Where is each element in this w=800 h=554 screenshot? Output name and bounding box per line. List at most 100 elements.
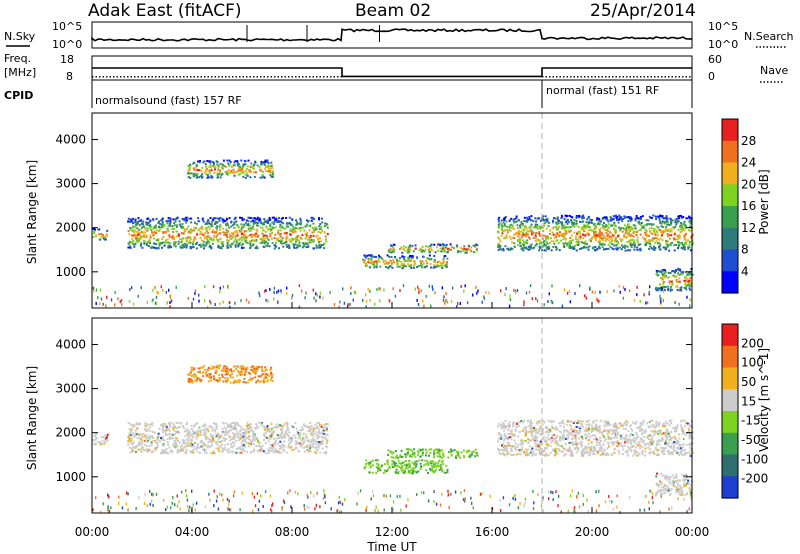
scatter-cell bbox=[583, 230, 586, 233]
scatter-cell bbox=[241, 432, 244, 435]
scatter-cell bbox=[218, 367, 221, 370]
scatter-cell bbox=[620, 244, 623, 247]
scatter-cell bbox=[419, 455, 422, 458]
scatter-cell bbox=[315, 244, 318, 247]
scatter-cell bbox=[198, 452, 201, 455]
scatter-cell bbox=[467, 244, 470, 247]
scatter-cell bbox=[661, 229, 664, 232]
scatter-cell bbox=[500, 223, 503, 226]
scatter-cell bbox=[196, 233, 199, 236]
scatter-cell bbox=[152, 430, 154, 433]
scatter-cell bbox=[247, 428, 250, 430]
scatter-cell bbox=[615, 441, 618, 444]
scatter-cell bbox=[362, 261, 365, 264]
scatter-cell bbox=[515, 220, 518, 223]
scatter-cell bbox=[240, 223, 243, 226]
scatter-cell bbox=[657, 242, 659, 245]
scatter-cell bbox=[588, 226, 591, 228]
scatter-cell bbox=[368, 261, 371, 264]
scatter-cell bbox=[266, 237, 269, 240]
scatter-cell bbox=[365, 459, 368, 462]
scatter-cell bbox=[421, 454, 424, 456]
scatter-cell bbox=[196, 169, 199, 172]
scatter-cell bbox=[198, 169, 201, 172]
scatter-cell bbox=[256, 222, 259, 224]
scatter-cell bbox=[394, 256, 396, 258]
scatter-cell bbox=[320, 440, 323, 443]
scatter-cell bbox=[413, 262, 416, 265]
scatter-cell bbox=[439, 449, 442, 452]
scatter-cell bbox=[242, 171, 245, 174]
scatter-cell bbox=[674, 221, 677, 224]
scatter-cell bbox=[235, 238, 238, 241]
ground-speckle bbox=[169, 305, 171, 309]
scatter-cell bbox=[202, 433, 205, 436]
scatter-cell bbox=[302, 428, 304, 431]
scatter-cell bbox=[684, 283, 687, 286]
ground-speckle bbox=[277, 300, 279, 304]
scatter-cell bbox=[424, 459, 427, 462]
scatter-cell bbox=[326, 427, 328, 430]
scatter-cell bbox=[656, 271, 659, 274]
scatter-cell bbox=[145, 223, 148, 226]
scatter-cell bbox=[198, 426, 201, 429]
scatter-cell bbox=[605, 229, 608, 231]
scatter-cell bbox=[601, 224, 604, 227]
scatter-cell bbox=[643, 431, 646, 434]
scatter-cell bbox=[273, 444, 276, 446]
scatter-cell bbox=[153, 242, 155, 245]
scatter-cell bbox=[406, 467, 409, 470]
scatter-cell bbox=[445, 263, 448, 266]
scatter-cell bbox=[266, 235, 269, 238]
scatter-cell bbox=[168, 234, 171, 237]
scatter-cell bbox=[282, 434, 285, 437]
scatter-cell bbox=[654, 241, 657, 244]
scatter-cell bbox=[520, 221, 523, 224]
scatter-cell bbox=[229, 423, 232, 426]
scatter-cell bbox=[426, 262, 429, 265]
scatter-cell bbox=[175, 217, 178, 220]
scatter-cell bbox=[661, 239, 664, 242]
scatter-cell bbox=[659, 243, 662, 246]
scatter-cell bbox=[382, 259, 385, 262]
scatter-cell bbox=[279, 440, 282, 443]
scatter-cell bbox=[659, 222, 662, 224]
scatter-cell bbox=[226, 243, 229, 246]
scatter-cell bbox=[240, 244, 243, 247]
scatter-cell bbox=[195, 437, 198, 440]
y-tick-label: 2000 bbox=[55, 221, 86, 235]
scatter-cell bbox=[221, 243, 224, 246]
scatter-cell bbox=[550, 249, 553, 252]
scatter-cell bbox=[253, 366, 256, 369]
scatter-cell bbox=[243, 432, 246, 435]
scatter-cell bbox=[363, 259, 366, 262]
scatter-cell bbox=[598, 241, 601, 244]
scatter-cell bbox=[316, 234, 319, 237]
scatter-cell bbox=[557, 233, 560, 235]
scatter-cell bbox=[624, 249, 627, 252]
scatter-cell bbox=[441, 264, 444, 267]
scatter-cell bbox=[188, 236, 191, 239]
scatter-cell bbox=[662, 432, 665, 435]
scatter-cell bbox=[367, 463, 370, 466]
scatter-cell bbox=[253, 448, 255, 451]
scatter-cell bbox=[177, 233, 180, 236]
scatter-cell bbox=[309, 422, 312, 424]
scatter-cell bbox=[258, 442, 261, 445]
scatter-cell bbox=[403, 260, 406, 263]
scatter-cell bbox=[273, 247, 276, 250]
scatter-cell bbox=[667, 271, 670, 274]
scatter-cell bbox=[623, 215, 626, 218]
scatter-cell bbox=[309, 236, 312, 239]
scatter-cell bbox=[131, 449, 134, 452]
scatter-cell bbox=[585, 221, 588, 224]
scatter-cell bbox=[595, 218, 598, 221]
scatter-cell bbox=[678, 217, 681, 220]
scatter-cell bbox=[307, 430, 310, 433]
scatter-cell bbox=[658, 217, 661, 220]
scatter-cell bbox=[470, 451, 473, 454]
scatter-cell bbox=[256, 247, 259, 250]
scatter-cell bbox=[675, 269, 678, 271]
scatter-cell bbox=[217, 447, 220, 450]
scatter-cell bbox=[467, 449, 470, 452]
